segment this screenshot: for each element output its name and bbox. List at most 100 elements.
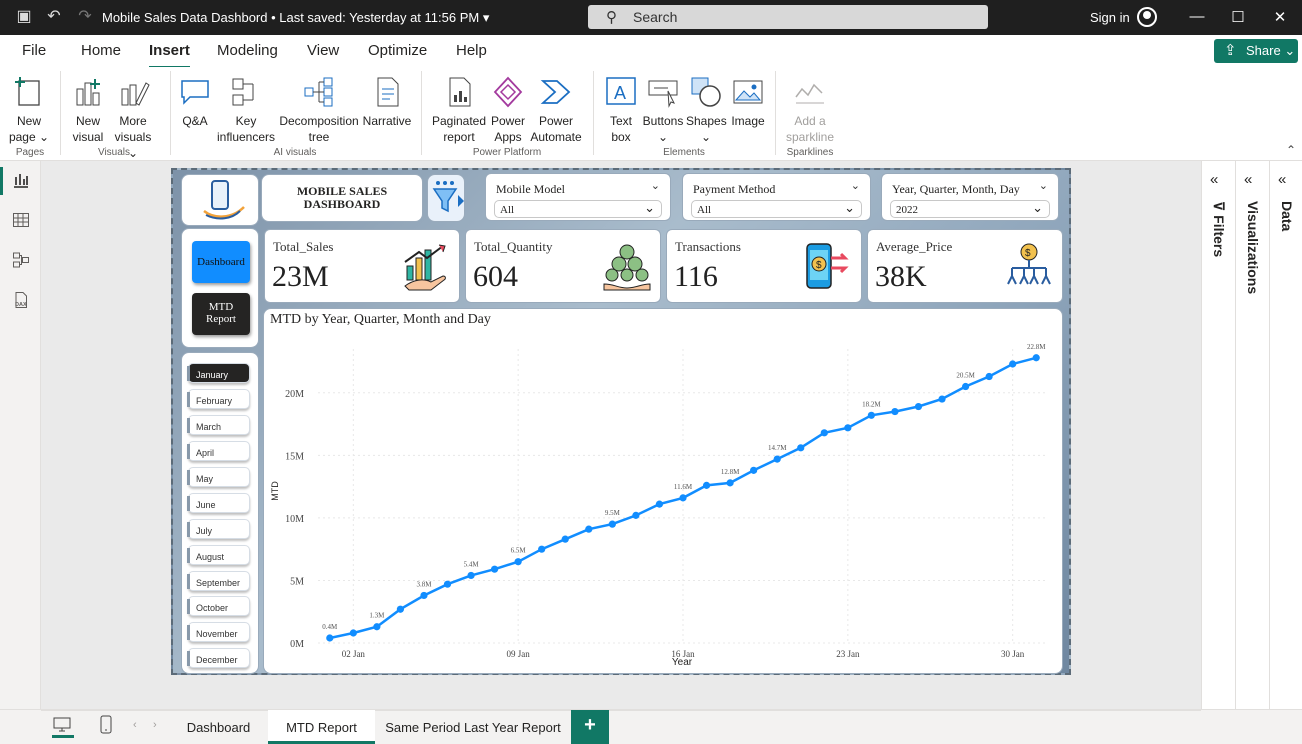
filters-pane[interactable]: « ⊽ Filters <box>1201 161 1234 709</box>
data-point <box>891 407 899 416</box>
data-label: 9.5M <box>605 509 621 517</box>
data-pane[interactable]: « Data <box>1269 161 1302 709</box>
search-input[interactable]: ⚲ Search <box>588 5 988 29</box>
mobile-model-slicer[interactable]: Mobile Model ⌄ All <box>485 173 671 221</box>
payment-method-slicer[interactable]: Payment Method ⌄ All <box>682 173 871 221</box>
desktop-layout-icon[interactable] <box>52 716 74 738</box>
minimize-icon[interactable]: — <box>1189 8 1205 25</box>
image-label: Image <box>731 114 765 128</box>
expand-filters-icon[interactable]: « <box>1210 171 1219 188</box>
save-icon[interactable]: ▣ <box>16 8 32 25</box>
more-visuals-button[interactable]: More visuals ⌄ <box>112 75 154 161</box>
mobile-model-dropdown[interactable]: All <box>494 200 662 218</box>
bar-chart-icon <box>76 79 100 106</box>
month-september[interactable]: September <box>187 571 250 591</box>
month-july[interactable]: July <box>187 519 250 539</box>
month-october[interactable]: October <box>187 596 250 616</box>
filter-panel-button[interactable] <box>427 174 465 222</box>
next-page-icon[interactable]: › <box>153 719 157 731</box>
month-august[interactable]: August <box>187 545 250 565</box>
add-page-button[interactable]: + <box>571 710 609 744</box>
month-may[interactable]: May <box>187 467 250 487</box>
paginated-report-button[interactable]: Paginated report <box>430 75 488 145</box>
speech-bubble-icon <box>181 80 209 105</box>
kpi-average-price[interactable]: Average_Price 38K $ <box>867 229 1063 303</box>
menu-insert[interactable]: Insert <box>149 42 190 69</box>
kpi-total-sales[interactable]: Total_Sales 23M <box>264 229 460 303</box>
image-button[interactable]: Image <box>728 75 768 129</box>
month-january[interactable]: January <box>187 363 250 383</box>
chevron-down-icon[interactable]: ⌄ <box>650 180 660 192</box>
power-automate-button[interactable]: Power Automate <box>528 75 584 145</box>
paginated-report-label-2: report <box>443 130 475 144</box>
sign-in-link[interactable]: Sign in <box>1090 10 1130 25</box>
share-button[interactable]: Share ⌄ <box>1214 39 1298 63</box>
month-march[interactable]: March <box>187 415 250 435</box>
share-label: Share <box>1246 43 1281 58</box>
svg-text:$: $ <box>816 260 822 271</box>
data-point <box>655 500 664 508</box>
month-december[interactable]: December <box>187 648 250 668</box>
new-visual-button[interactable]: New visual <box>66 75 110 145</box>
text-box-icon: A <box>606 77 636 105</box>
tab-mtd-report[interactable]: MTD Report <box>268 710 375 744</box>
data-label: 20.5M <box>956 372 975 380</box>
tab-dashboard[interactable]: Dashboard <box>186 720 251 735</box>
chevron-down-icon[interactable]: ⌄ <box>850 180 860 192</box>
date-hierarchy-slicer[interactable]: Year, Quarter, Month, Day ⌄ 2022 <box>881 173 1059 221</box>
expand-visualizations-icon[interactable]: « <box>1244 171 1253 188</box>
chevron-down-icon[interactable]: ⌄ <box>1038 180 1048 192</box>
data-point <box>961 382 970 391</box>
year-dropdown[interactable]: 2022 <box>890 200 1050 218</box>
kpi-total-quantity[interactable]: Total_Quantity 604 <box>465 229 661 303</box>
maximize-icon[interactable]: ☐ <box>1231 9 1245 26</box>
month-february[interactable]: February <box>187 389 250 409</box>
menu-file[interactable]: File <box>22 42 47 59</box>
avatar-icon[interactable] <box>1137 7 1157 27</box>
month-june[interactable]: June <box>187 493 250 513</box>
kpi-transactions[interactable]: Transactions 116 $ <box>666 229 862 303</box>
visualizations-pane[interactable]: « Visualizations <box>1235 161 1268 709</box>
nav-mtd-report-button[interactable]: MTD Report <box>192 293 250 335</box>
chart-title: MTD by Year, Quarter, Month and Day <box>270 312 491 327</box>
menu-view[interactable]: View <box>307 42 340 59</box>
nav-dashboard-button[interactable]: Dashboard <box>192 241 250 283</box>
x-axis-label: Year <box>672 657 693 668</box>
buttons-button[interactable]: Buttons ⌄ <box>642 75 684 145</box>
funnel-small-icon: ⊽ <box>1211 201 1227 216</box>
redo-icon[interactable]: ↷ <box>78 8 92 25</box>
tab-same-period-last-year-report[interactable]: Same Period Last Year Report <box>385 720 561 735</box>
report-view-icon[interactable] <box>11 171 31 191</box>
model-view-icon[interactable] <box>11 251 31 271</box>
collapse-ribbon-icon[interactable]: ⌃ <box>1286 143 1297 157</box>
payment-method-dropdown[interactable]: All <box>691 200 862 218</box>
key-influencers-button[interactable]: Key influencers <box>216 75 276 145</box>
y-tick-label: 5M <box>290 576 304 587</box>
slicer-label: Mobile Model <box>496 182 565 196</box>
close-icon[interactable]: ✕ <box>1273 9 1287 26</box>
prev-page-icon[interactable]: ‹ <box>133 719 137 731</box>
menu-optimize[interactable]: Optimize <box>368 42 428 59</box>
undo-icon[interactable]: ↶ <box>47 8 61 25</box>
expand-data-icon[interactable]: « <box>1278 171 1287 188</box>
qa-button[interactable]: Q&A <box>176 75 214 129</box>
menu-help[interactable]: Help <box>456 42 487 59</box>
power-apps-button[interactable]: Power Apps <box>488 75 528 145</box>
mobile-layout-icon[interactable] <box>98 715 114 740</box>
decomposition-tree-label: Decomposition <box>279 114 359 128</box>
new-page-icon <box>15 77 40 106</box>
menu-home[interactable]: Home <box>81 42 122 59</box>
window-title[interactable]: Mobile Sales Data Dashbord • Last saved:… <box>102 10 490 25</box>
month-april[interactable]: April <box>187 441 250 461</box>
narrative-button[interactable]: Narrative <box>362 75 412 129</box>
data-label: 0.4M <box>322 623 338 631</box>
shapes-button[interactable]: Shapes ⌄ <box>686 75 727 145</box>
month-november[interactable]: November <box>187 622 250 642</box>
text-box-button[interactable]: A Text box <box>600 75 642 145</box>
table-view-icon[interactable] <box>11 211 31 231</box>
decomposition-tree-button[interactable]: Decomposition tree <box>278 75 360 145</box>
new-page-button[interactable]: New page ⌄ <box>8 75 50 145</box>
dax-query-view-icon[interactable]: DAX <box>11 291 31 311</box>
menu-modeling[interactable]: Modeling <box>217 42 278 59</box>
mtd-line-chart[interactable]: MTD by Year, Quarter, Month and Day 0M 5M… <box>263 308 1063 674</box>
